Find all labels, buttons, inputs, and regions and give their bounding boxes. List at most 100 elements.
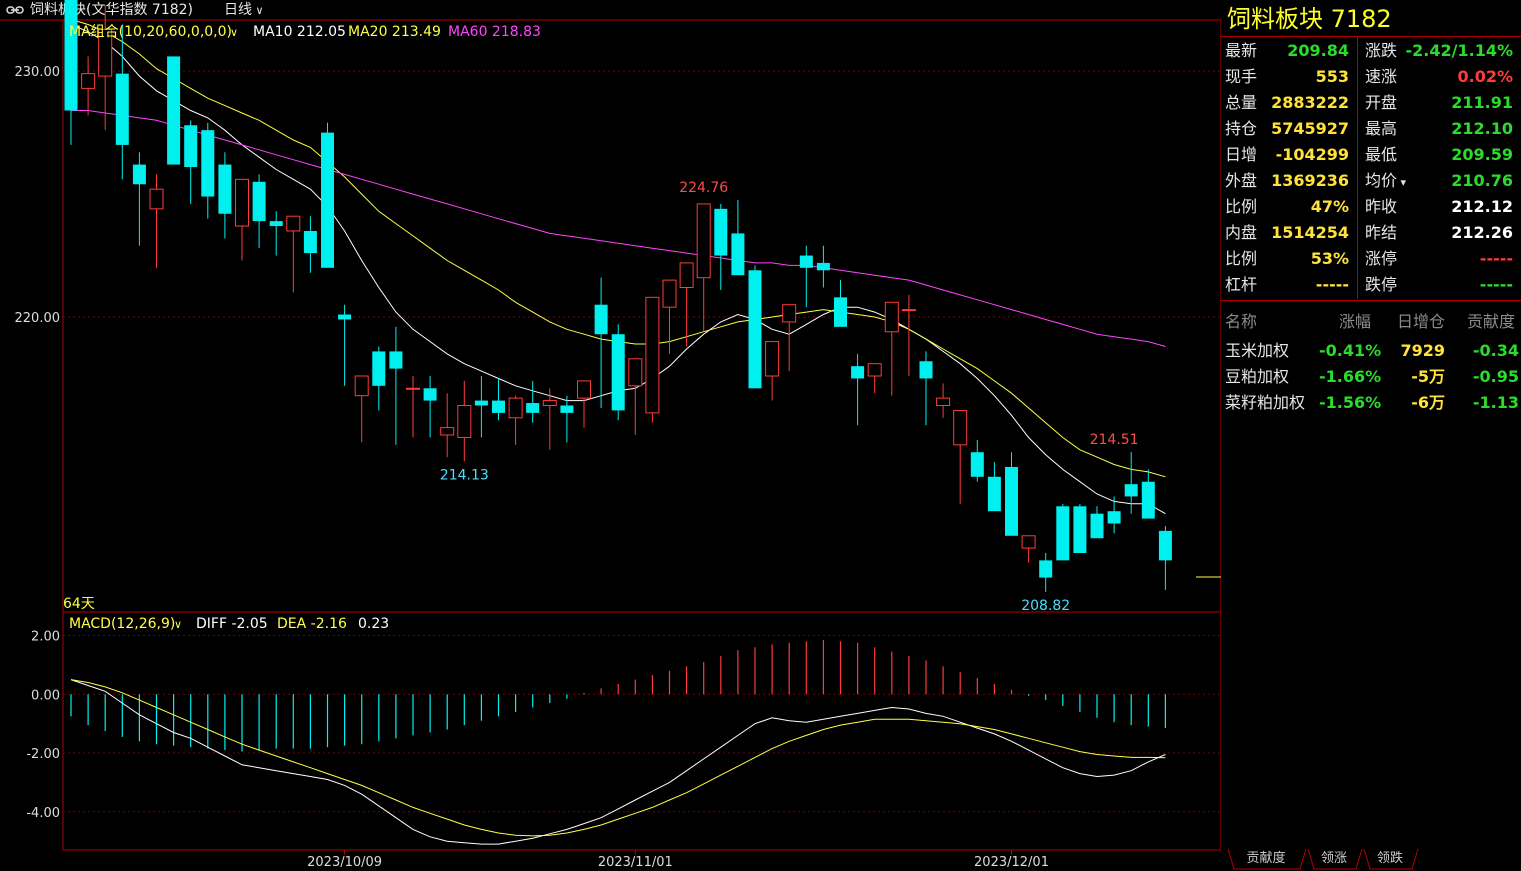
candle-body[interactable] bbox=[474, 400, 488, 406]
ma10-legend: MA10 212.05 bbox=[253, 24, 346, 40]
candle-body[interactable] bbox=[457, 405, 472, 438]
contrib-cell: -0.95 bbox=[1472, 367, 1519, 386]
chevron-down-icon[interactable]: ∨ bbox=[230, 26, 238, 39]
candle-body[interactable] bbox=[184, 125, 198, 168]
candle-body[interactable] bbox=[303, 230, 317, 254]
candle-body[interactable] bbox=[1039, 560, 1053, 578]
panel-column-divider bbox=[1357, 37, 1358, 299]
candle-body[interactable] bbox=[884, 301, 899, 333]
candle-body[interactable] bbox=[1124, 484, 1138, 497]
candle-body[interactable] bbox=[167, 56, 181, 165]
candle-body[interactable] bbox=[1073, 506, 1087, 553]
candle-body[interactable] bbox=[799, 255, 813, 268]
candle-body[interactable] bbox=[782, 304, 797, 323]
candle-body[interactable] bbox=[492, 400, 505, 413]
panel-tab[interactable]: 领跌 bbox=[1376, 851, 1403, 866]
caret-down-icon[interactable]: ▾ bbox=[1397, 176, 1407, 189]
candle-body[interactable] bbox=[1005, 466, 1018, 536]
candle-body[interactable] bbox=[867, 363, 882, 377]
days-label: 64天 bbox=[63, 596, 95, 612]
panel-tab[interactable]: 贡献度 bbox=[1246, 851, 1286, 866]
candle-body[interactable] bbox=[218, 164, 232, 214]
ma-legend-name[interactable]: MA组合(10,20,60,0,0,0) bbox=[69, 24, 232, 40]
quote-value: 0.02% bbox=[1457, 67, 1513, 86]
candle-body[interactable] bbox=[235, 178, 249, 227]
candle-body[interactable] bbox=[81, 73, 96, 89]
candle-body[interactable] bbox=[1021, 535, 1036, 549]
quote-value: 1369236 bbox=[1271, 171, 1349, 190]
candle-body[interactable] bbox=[1056, 506, 1070, 561]
candle-body[interactable] bbox=[1090, 513, 1104, 539]
candle-body[interactable] bbox=[321, 132, 334, 268]
contrib-cell: -1.66% bbox=[1319, 367, 1382, 386]
candle-body[interactable] bbox=[542, 400, 557, 407]
contrib-header[interactable]: 日增仓 bbox=[1397, 312, 1446, 331]
candle-body[interactable] bbox=[406, 387, 420, 390]
contrib-row[interactable]: 菜籽粕加权 -1.56% -6万 -1.13 bbox=[1221, 390, 1521, 416]
candle-body[interactable] bbox=[526, 403, 540, 413]
candle-body[interactable] bbox=[354, 375, 369, 397]
candle-body[interactable] bbox=[149, 188, 164, 210]
candle-body[interactable] bbox=[1141, 481, 1155, 519]
candle-body[interactable] bbox=[628, 358, 643, 387]
candle-body[interactable] bbox=[748, 270, 762, 389]
candle-body[interactable] bbox=[132, 164, 146, 185]
candle-body[interactable] bbox=[645, 296, 660, 414]
candle-body[interactable] bbox=[714, 208, 728, 256]
candle-body[interactable] bbox=[696, 203, 711, 279]
quote-cell: 速涨 0.02% bbox=[1361, 64, 1513, 90]
candle-body[interactable] bbox=[731, 233, 745, 276]
candle-body[interactable] bbox=[970, 452, 984, 477]
link-icon[interactable] bbox=[6, 4, 24, 16]
candle-body[interactable] bbox=[919, 361, 933, 379]
quote-label: 比例 bbox=[1225, 249, 1258, 268]
candle-body[interactable] bbox=[901, 309, 916, 312]
candle-body[interactable] bbox=[64, 0, 78, 111]
quote-label: 最新 bbox=[1225, 41, 1258, 60]
candle-body[interactable] bbox=[201, 130, 215, 197]
candle-body[interactable] bbox=[662, 279, 677, 308]
price-annotation: 224.76 bbox=[679, 180, 728, 196]
candle-body[interactable] bbox=[987, 476, 1001, 512]
candle-body[interactable] bbox=[953, 409, 968, 446]
candle-body[interactable] bbox=[1158, 530, 1172, 561]
candle-body[interactable] bbox=[679, 262, 694, 288]
candle-body[interactable] bbox=[611, 334, 625, 411]
candle-body[interactable] bbox=[286, 215, 301, 232]
candle-body[interactable] bbox=[816, 262, 830, 271]
quote-cell: 开盘 211.91 bbox=[1361, 90, 1513, 116]
candle-body[interactable] bbox=[1107, 511, 1121, 524]
candle-body[interactable] bbox=[252, 181, 266, 222]
candle-body[interactable] bbox=[560, 405, 574, 413]
candle-body[interactable] bbox=[851, 366, 865, 379]
candle-body[interactable] bbox=[423, 388, 437, 401]
candle-body[interactable] bbox=[389, 351, 403, 369]
candle-body[interactable] bbox=[594, 304, 608, 335]
macd-legend-name[interactable]: MACD(12,26,9) bbox=[69, 616, 175, 632]
candle-body[interactable] bbox=[834, 297, 847, 327]
candle-body[interactable] bbox=[338, 314, 352, 320]
chevron-down-icon[interactable]: ∨ bbox=[174, 618, 182, 631]
quote-cell: 昨结 212.26 bbox=[1361, 220, 1513, 246]
candle-body[interactable] bbox=[372, 351, 386, 386]
quote-cell: 现手 553 bbox=[1221, 64, 1349, 90]
candle-body[interactable] bbox=[98, 28, 113, 77]
candlestick-chart[interactable]: 230.00 220.00 2.00 0.00 -2.00 -4.00 2023/10/0… bbox=[0, 0, 1221, 871]
candle-body[interactable] bbox=[440, 427, 455, 436]
candle-body[interactable] bbox=[936, 397, 951, 406]
panel-tab[interactable]: 领涨 bbox=[1320, 851, 1347, 866]
quote-cell: 比例 47% bbox=[1221, 194, 1349, 220]
candle-body[interactable] bbox=[115, 73, 129, 145]
contrib-row[interactable]: 玉米加权 -0.41% 7929 -0.34 bbox=[1221, 338, 1521, 364]
candle-body[interactable] bbox=[508, 397, 523, 419]
contrib-header[interactable]: 贡献度 bbox=[1467, 312, 1516, 331]
quote-value: 212.26 bbox=[1451, 223, 1513, 242]
quote-label: 总量 bbox=[1225, 93, 1258, 112]
contrib-row[interactable]: 豆粕加权 -1.66% -5万 -0.95 bbox=[1221, 364, 1521, 390]
period-selector[interactable]: 日线 ∨ bbox=[224, 0, 264, 21]
contrib-header[interactable]: 名称 bbox=[1225, 312, 1258, 331]
candle-body[interactable] bbox=[577, 380, 591, 399]
candle-body[interactable] bbox=[765, 341, 780, 377]
contrib-header[interactable]: 涨幅 bbox=[1339, 312, 1372, 331]
candle-body[interactable] bbox=[269, 221, 283, 227]
